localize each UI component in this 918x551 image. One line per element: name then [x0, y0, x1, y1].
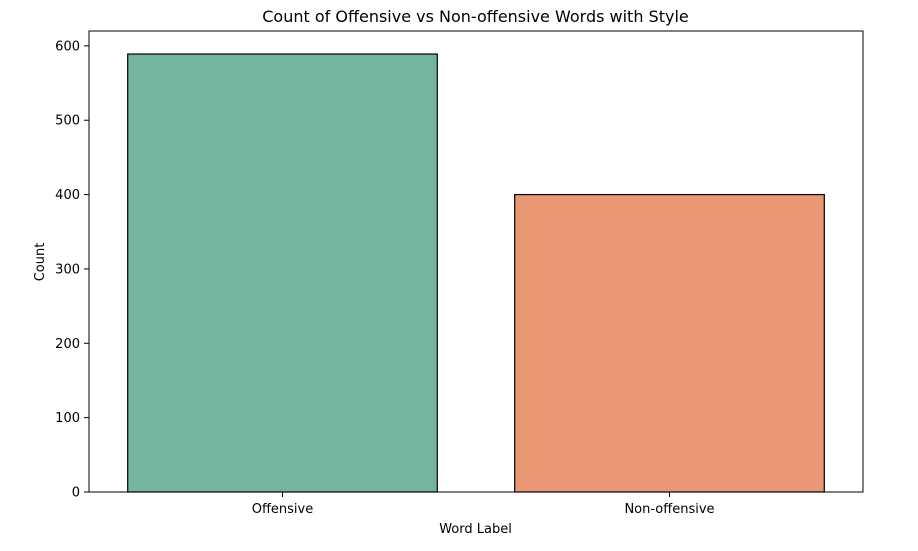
y-tick-label: 100	[55, 411, 80, 426]
y-tick-label: 500	[55, 114, 80, 129]
x-axis-ticks: Offensive Non-offensive	[252, 492, 715, 517]
y-tick-label: 300	[55, 262, 80, 277]
bar-offensive	[127, 53, 438, 493]
y-tick-label: 200	[55, 337, 80, 352]
x-axis-label: Word Label	[439, 522, 512, 537]
bar-non-offensive	[514, 193, 825, 493]
y-tick-label: 600	[55, 39, 80, 54]
plot-frame	[88, 30, 864, 493]
y-axis-ticks: 0 100 200 300 400 500 600	[55, 39, 89, 501]
y-tick-label: 400	[55, 188, 80, 203]
bars-layer	[127, 53, 825, 493]
x-tick-label: Offensive	[252, 502, 314, 517]
chart-title: Count of Offensive vs Non-offensive Word…	[262, 7, 689, 26]
y-tick-label: 0	[72, 486, 80, 501]
x-tick-label: Non-offensive	[624, 502, 714, 517]
y-axis-label: Count	[33, 243, 48, 282]
